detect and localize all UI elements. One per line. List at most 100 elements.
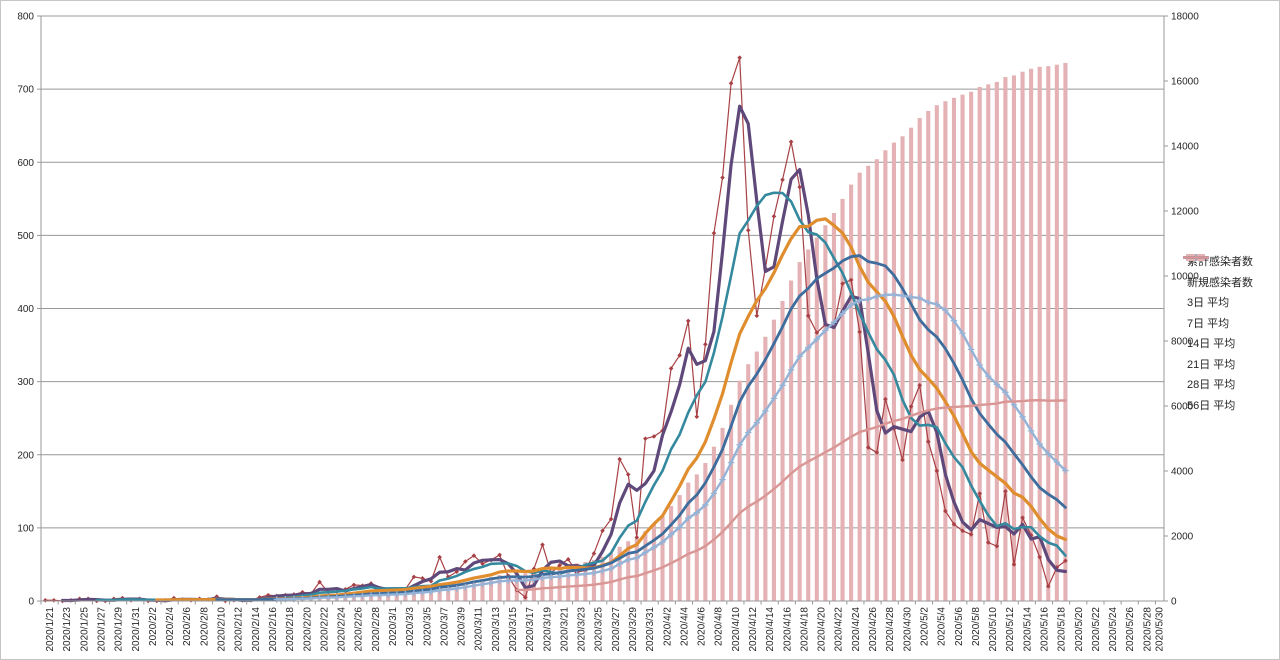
x-tick-label: 2020/3/13 xyxy=(491,607,502,652)
legend-item-new-cases: 新規感染者数 xyxy=(1183,254,1253,293)
bar xyxy=(754,351,759,601)
x-tick-label: 2020/2/8 xyxy=(199,607,210,646)
bar xyxy=(891,142,897,601)
bar xyxy=(463,582,468,601)
series-avg-28day-markers xyxy=(273,291,1069,603)
x-tick-label: 2020/2/14 xyxy=(251,607,262,652)
y-left-tick-label: 0 xyxy=(28,597,34,608)
bar xyxy=(977,86,982,601)
legend-label: 7日 平均 xyxy=(1187,317,1230,330)
legend-label: 21日 平均 xyxy=(1187,358,1236,371)
y-left-tick-label: 100 xyxy=(17,523,34,534)
x-tick-label: 2020/3/9 xyxy=(457,607,468,646)
x-tick-label: 2020/2/4 xyxy=(165,607,176,646)
bar xyxy=(1046,66,1051,602)
x-tick-label: 2020/5/28 xyxy=(1142,607,1153,652)
bar xyxy=(951,97,957,602)
x-tick-label: 2020/2/26 xyxy=(354,607,365,652)
legend-label: 56日 平均 xyxy=(1187,399,1236,412)
x-tick-label: 2020/5/30 xyxy=(1155,607,1166,652)
bar xyxy=(583,562,588,601)
gridlines xyxy=(41,15,1164,529)
bar xyxy=(1063,62,1068,601)
x-tick-label: 2020/5/14 xyxy=(1022,607,1033,652)
series-avg-56day-line xyxy=(515,399,1067,592)
legend-item-avg-7day: 7日 平均 xyxy=(1183,256,1253,334)
bar xyxy=(737,380,742,601)
x-tick-label: 2020/5/18 xyxy=(1057,607,1068,652)
x-tick-label: 2020/3/3 xyxy=(405,607,416,646)
bar xyxy=(489,577,494,601)
x-tick-label: 2020/5/22 xyxy=(1091,607,1102,652)
y-right-tick-label: 2000 xyxy=(1171,532,1194,543)
x-tick-label: 2020/1/25 xyxy=(79,607,90,652)
x-tick-label: 2020/3/31 xyxy=(645,607,656,652)
bar xyxy=(814,237,819,601)
bar xyxy=(1029,68,1034,601)
y-right-tick-label: 18000 xyxy=(1171,12,1199,23)
legend-item-avg-56day: 56日 平均 xyxy=(1183,256,1253,416)
y-right-tick-label: 8000 xyxy=(1171,337,1194,348)
bar xyxy=(874,159,879,602)
bar xyxy=(437,586,442,601)
x-tick-label: 2020/4/4 xyxy=(679,607,690,646)
x-tick-label: 2020/1/23 xyxy=(62,607,73,652)
bar xyxy=(1020,71,1025,601)
y-left-tick-label: 600 xyxy=(17,158,34,169)
x-tick-label: 2020/4/8 xyxy=(714,607,725,646)
chart-legend: 累計感染者数 新規感染者数 3日 平均 7日 平均 14日 平均 21日 平均 28日 平均… xyxy=(1183,251,1253,415)
x-tick-label: 2020/3/23 xyxy=(577,607,588,652)
x-tick-label: 2020/4/6 xyxy=(697,607,708,646)
bar xyxy=(574,563,579,601)
series-new-cases-markers xyxy=(42,55,1068,604)
legend-item-avg-14day: 14日 平均 xyxy=(1183,256,1253,354)
y-axis-right-labels: 0 2000 4000 6000 8000 10000 12000 14000 16000 180… xyxy=(1171,12,1199,608)
bar xyxy=(600,556,605,601)
bar xyxy=(651,523,656,601)
bar xyxy=(789,280,794,601)
bar xyxy=(471,580,476,601)
bar xyxy=(1054,64,1059,602)
x-tick-label: 2020/3/15 xyxy=(508,607,519,652)
axes xyxy=(37,15,1168,605)
x-axis-labels: 2020/1/21 2020/1/23 2020/1/25 2020/1/27 2020… xyxy=(45,607,1165,652)
bar xyxy=(797,262,802,601)
bar xyxy=(711,446,716,601)
y-left-tick-label: 500 xyxy=(17,231,34,242)
series-cumulative-bars xyxy=(120,62,1068,602)
bar xyxy=(746,364,751,602)
x-tick-label: 2020/2/20 xyxy=(302,607,313,652)
bar xyxy=(591,559,596,601)
bar xyxy=(660,516,665,601)
bar xyxy=(446,585,451,601)
bar xyxy=(883,150,888,601)
x-tick-label: 2020/4/20 xyxy=(817,607,828,652)
x-tick-label: 2020/5/20 xyxy=(1074,607,1085,652)
bar xyxy=(840,198,845,601)
x-tick-label: 2020/3/5 xyxy=(422,607,433,646)
x-tick-label: 2020/3/25 xyxy=(594,607,605,652)
bar xyxy=(986,84,991,602)
x-tick-label: 2020/4/24 xyxy=(851,607,862,652)
x-tick-label: 2020/1/27 xyxy=(97,607,108,652)
y-left-tick-label: 400 xyxy=(17,304,34,315)
x-tick-label: 2020/2/28 xyxy=(371,607,382,652)
x-tick-label: 2020/3/27 xyxy=(611,607,622,652)
x-tick-label: 2020/3/7 xyxy=(439,607,450,646)
bar xyxy=(669,505,674,601)
x-tick-label: 2020/5/10 xyxy=(988,607,999,652)
x-tick-label: 2020/4/30 xyxy=(902,607,913,652)
y-right-tick-label: 10000 xyxy=(1171,272,1199,283)
x-tick-label: 2020/1/29 xyxy=(114,607,125,652)
x-tick-label: 2020/5/16 xyxy=(1039,607,1050,652)
x-tick-label: 2020/2/16 xyxy=(268,607,279,652)
bar xyxy=(540,569,545,601)
bar xyxy=(849,184,854,602)
y-left-tick-label: 300 xyxy=(17,377,34,388)
x-tick-label: 2020/1/31 xyxy=(131,607,142,652)
bar xyxy=(831,212,837,602)
x-tick-label: 2020/2/22 xyxy=(319,607,330,652)
x-tick-label: 2020/3/1 xyxy=(388,607,399,646)
